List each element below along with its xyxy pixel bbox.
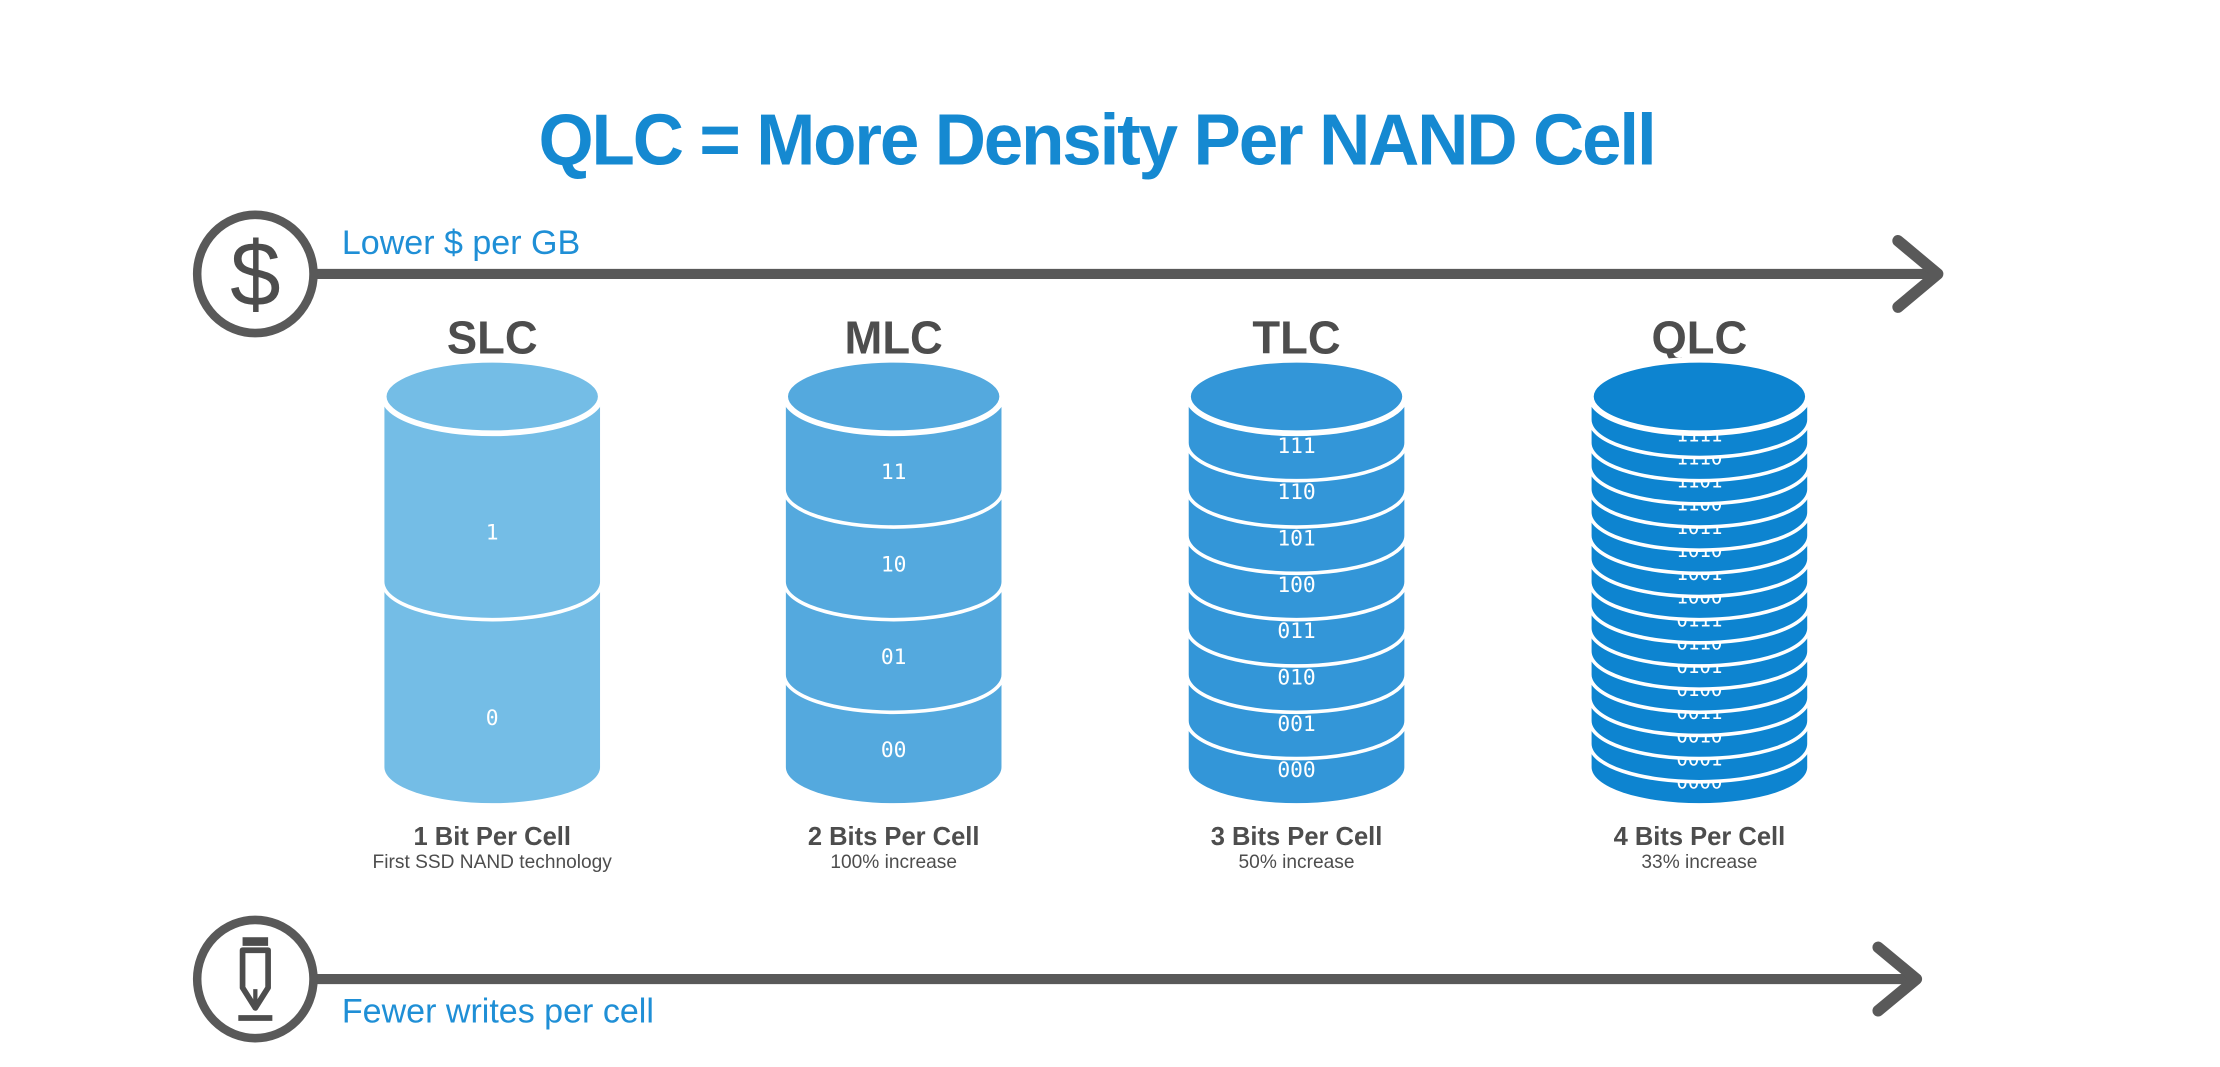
fewer-writes-label: Fewer writes per cell bbox=[342, 992, 654, 1030]
pencil-icon bbox=[192, 915, 318, 1043]
bit-code-label: 010 bbox=[1277, 665, 1315, 690]
bits-per-cell-label: 1 Bit Per Cell bbox=[413, 823, 570, 851]
cell-type-label: QLC bbox=[1652, 312, 1748, 363]
cylinder-top bbox=[1186, 358, 1407, 435]
bottom-arrow bbox=[314, 941, 1923, 1017]
bit-code-label: 000 bbox=[1277, 758, 1315, 783]
cylinder-top bbox=[382, 358, 603, 435]
bits-per-cell-label: 2 Bits Per Cell bbox=[808, 823, 980, 851]
lower-cost-label: Lower $ per GB bbox=[342, 224, 580, 262]
bit-code-label: 011 bbox=[1277, 619, 1315, 644]
cell-type-label: TLC bbox=[1252, 312, 1340, 363]
cylinder-top bbox=[783, 358, 1004, 435]
cell-type-label: MLC bbox=[845, 312, 943, 363]
bit-code-label: 110 bbox=[1277, 480, 1315, 505]
bit-code-label: 00 bbox=[881, 738, 907, 763]
cell-column-tlc: TLC 000 001 010 011 100 101 110 111 3 Bits Per Ce… bbox=[1185, 312, 1408, 873]
bit-code-label: 101 bbox=[1277, 526, 1315, 551]
bit-code-label: 01 bbox=[881, 645, 907, 670]
top-arrow bbox=[314, 235, 1944, 313]
svg-text:$: $ bbox=[230, 223, 280, 326]
bits-per-cell-label: 3 Bits Per Cell bbox=[1211, 823, 1383, 851]
density-note-label: 33% increase bbox=[1641, 852, 1757, 873]
page-title: QLC = More Density Per NAND Cell bbox=[538, 100, 1654, 181]
density-note-label: First SSD NAND technology bbox=[373, 852, 613, 873]
cylinder-top bbox=[1589, 358, 1810, 435]
bit-code-label: 100 bbox=[1277, 573, 1315, 598]
bit-code-label: 1 bbox=[486, 520, 499, 545]
bits-per-cell-label: 4 Bits Per Cell bbox=[1614, 823, 1786, 851]
density-note-label: 100% increase bbox=[830, 852, 957, 873]
bit-code-label: 111 bbox=[1277, 434, 1315, 459]
bit-code-label: 10 bbox=[881, 552, 907, 577]
bit-code-label: 0 bbox=[486, 706, 499, 731]
cell-column-qlc: QLC0000000100100011010001010110011110001… bbox=[1588, 312, 1811, 873]
bit-code-label: 11 bbox=[881, 460, 907, 485]
bit-code-label: 001 bbox=[1277, 712, 1315, 737]
cell-type-label: SLC bbox=[447, 312, 538, 363]
dollar-icon: $ bbox=[192, 210, 318, 338]
density-note-label: 50% increase bbox=[1239, 852, 1355, 873]
